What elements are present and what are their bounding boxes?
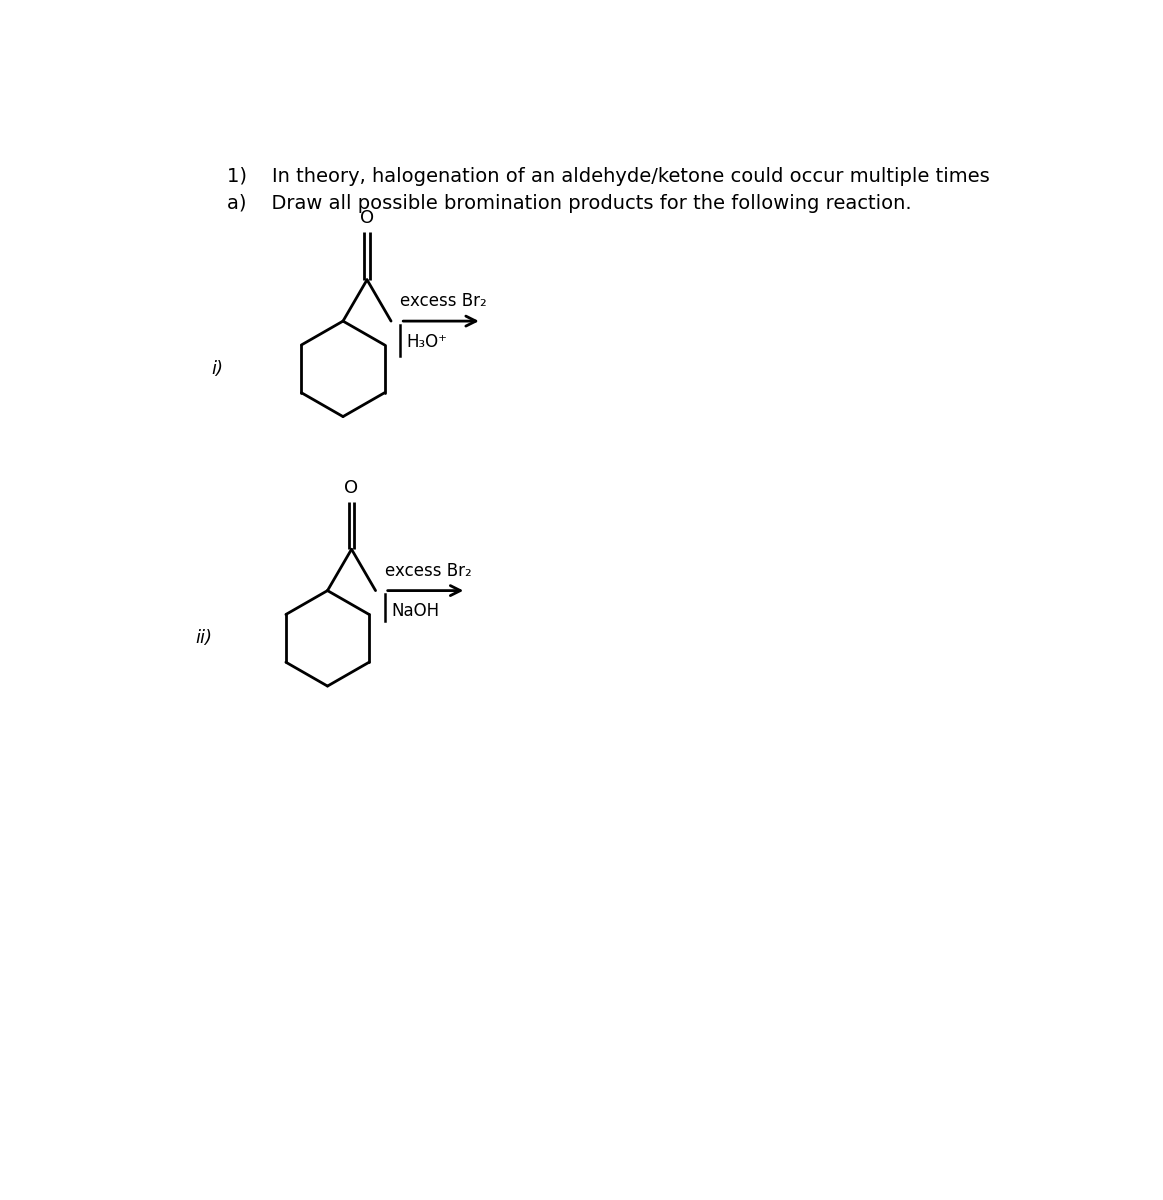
Text: NaOH: NaOH: [391, 602, 440, 620]
Text: H₃O⁺: H₃O⁺: [407, 332, 448, 350]
Text: O: O: [344, 479, 358, 497]
Text: ii): ii): [195, 629, 213, 647]
Text: 1)    In theory, halogenation of an aldehyde/ketone could occur multiple times: 1) In theory, halogenation of an aldehyd…: [227, 167, 990, 186]
Text: a)    Draw all possible bromination products for the following reaction.: a) Draw all possible bromination product…: [227, 194, 912, 214]
Text: excess Br₂: excess Br₂: [385, 562, 472, 580]
Text: excess Br₂: excess Br₂: [400, 293, 487, 311]
Text: i): i): [212, 360, 223, 378]
Text: O: O: [361, 209, 374, 227]
